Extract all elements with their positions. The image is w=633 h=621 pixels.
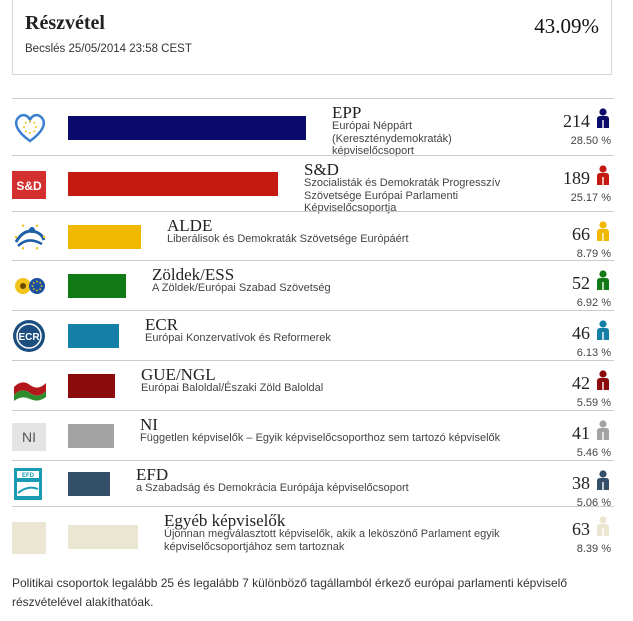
seat-percent: 8.39 % [576,543,611,555]
group-row: ECR ECR Európai Konzervatívok és Reformere… [12,310,614,360]
person-icon [595,165,611,185]
greens-logo [12,269,48,303]
bar-s-d [68,172,278,196]
group-description: Európai Néppárt (Kereszténydemokraták) k… [332,120,452,157]
turnout-title: Részvétel [25,12,105,34]
others-logo [12,520,48,554]
bar-efd [68,472,110,496]
person-icon [595,470,611,490]
person-icon [595,221,611,241]
group-row: Egyéb képviselők Újonnan megválasztott ké… [12,506,614,566]
footnote: Politikai csoportok legalább 25 és legal… [12,576,568,609]
group-description: Független képviselők – Egyik képviselőcs… [140,432,501,444]
bar-egy-b-k-pvisel-k [68,525,138,549]
group-name: Zöldek/ESS [152,265,235,284]
svg-text:ECR: ECR [18,332,40,343]
group-row: GUE/NGL Európai Baloldal/Északi Zöld Balo… [12,360,614,410]
group-description: a Szabadság és Demokrácia Európája képvi… [136,482,409,494]
group-name: GUE/NGL [141,365,216,384]
group-description: Európai Konzervatívok és Reformerek [145,332,331,344]
group-name: S&D [304,160,339,179]
group-description: Liberálisok és Demokraták Szövetsége Eur… [167,233,409,245]
seat-percent: 28.50 % [570,135,611,147]
seat-count: 38 [572,473,590,493]
epp-heart-logo [12,111,48,145]
seat-count: 63 [572,519,590,539]
bar-alde [68,225,141,249]
bar-z-ldek-ess [68,274,126,298]
svg-text:EFD: EFD [22,473,35,479]
seat-count: 46 [572,323,590,343]
turnout-estimate: Becslés 25/05/2014 23:58 CEST [25,43,192,55]
ni-logo: NI [12,419,48,453]
group-row: NI NI Független képviselők – Egyik képvise… [12,410,614,460]
svg-text:S&D: S&D [16,179,42,193]
group-row: EFD EFD a Szabadság és Demokrácia Európája… [12,460,614,509]
efd-logo: EFD [12,467,48,501]
group-description: Európai Baloldal/Északi Zöld Baloldal [141,382,324,394]
seat-percent: 8.79 % [576,248,611,260]
seat-count: 66 [572,224,590,244]
group-name: EPP [332,103,362,122]
seat-count: 214 [563,111,590,131]
turnout-percent: 43.09% [534,14,599,38]
person-icon [595,516,611,536]
seat-count: 52 [572,273,590,293]
group-row: ALDE Liberálisok és Demokraták Szövetsége… [12,211,614,260]
bar-ni [68,424,114,448]
seat-percent: 5.46 % [576,447,611,459]
person-icon [595,320,611,340]
person-icon [595,108,611,128]
person-icon [595,270,611,290]
ecr-logo: ECR [12,319,48,353]
group-description: Újonnan megválasztott képviselők, akik a… [164,528,500,553]
turnout-panel: Részvétel 43.09% Becslés 25/05/2014 23:5… [12,0,612,75]
svg-text:NI: NI [22,429,36,445]
gue-ngl-logo [12,369,48,403]
group-name: EFD [136,465,169,484]
bar-gue-ngl [68,374,115,398]
seat-count: 189 [563,168,590,188]
bar-epp [68,116,306,140]
person-icon [595,420,611,440]
bar-ecr [68,324,119,348]
seat-percent: 6.92 % [576,297,611,309]
group-description: A Zöldek/Európai Szabad Szövetség [152,282,331,294]
seat-percent: 5.59 % [576,397,611,409]
seat-percent: 6.13 % [576,347,611,359]
group-name: ALDE [167,216,213,235]
group-row: Zöldek/ESS A Zöldek/Európai Szabad Szövet… [12,260,614,310]
group-row: S&D S&D Szocialisták és Demokraták Progres… [12,155,614,214]
seat-percent: 25.17 % [570,192,611,204]
group-name: NI [140,415,158,434]
group-description: Szocialisták és Demokraták Progresszív S… [304,177,501,214]
group-name: Egyéb képviselők [164,511,286,530]
person-icon [595,370,611,390]
seat-count: 41 [572,423,590,443]
alde-logo [12,220,48,254]
group-name: ECR [145,315,179,334]
sd-logo: S&D [12,167,48,201]
group-row: EPP Európai Néppárt (Kereszténydemokraták… [12,98,614,157]
seat-count: 42 [572,373,590,393]
